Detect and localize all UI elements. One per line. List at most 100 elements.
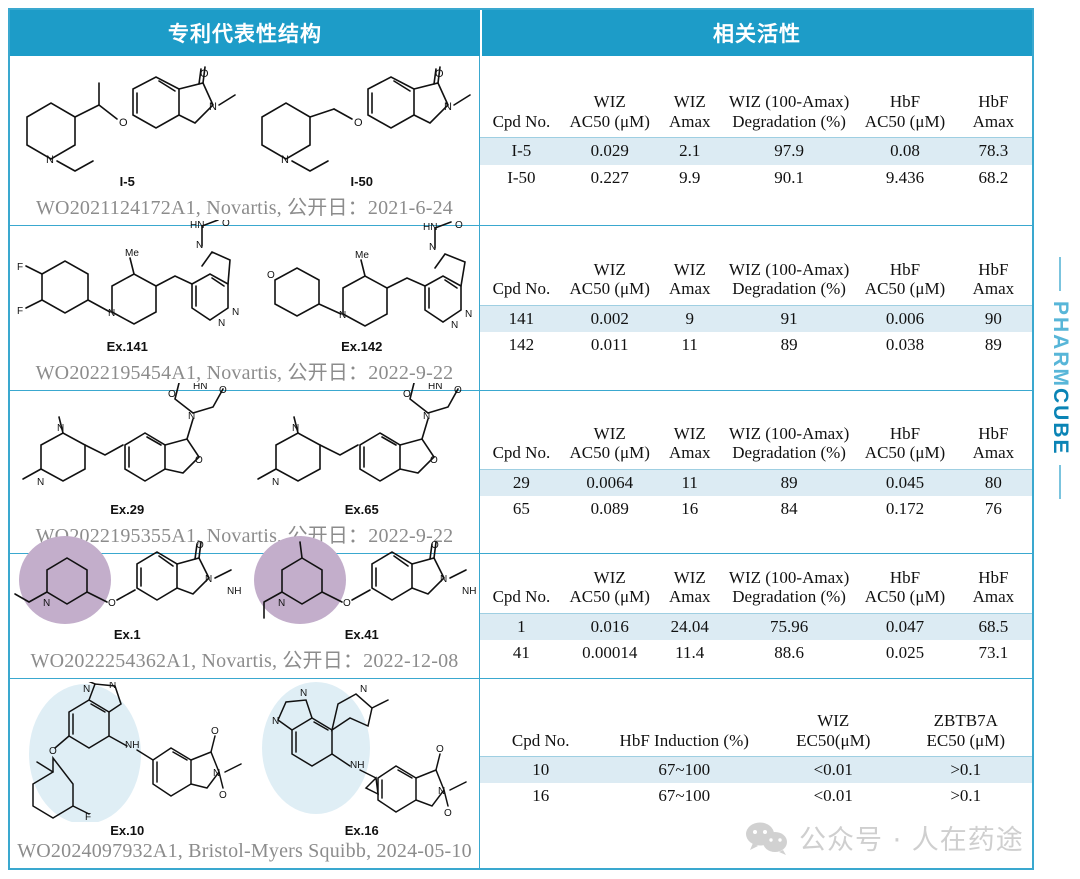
chem-structure-ex-41: N O N O NH [253, 536, 476, 624]
structure-item: N N O N O O HN Ex.29 [13, 383, 241, 517]
chem-structure-ex-16: N N N NH N O O [261, 682, 467, 819]
svg-text:O: O [444, 808, 452, 819]
svg-text:N: N [438, 786, 445, 797]
chem-structure-ex-10: N N O F NH N O O [29, 682, 242, 822]
svg-text:N: N [218, 318, 225, 329]
structure-item: F F N Me N N N HN O Ex.141 [12, 220, 242, 354]
svg-text:NH: NH [125, 740, 139, 751]
cell-wiz-ac50: 0.00014 [582, 643, 638, 663]
svg-text:N: N [213, 768, 220, 779]
cell-degradation: 90.1 [774, 167, 804, 187]
col-hbf-ac50: HbF AC50 (μM) [855, 421, 955, 470]
structure-label: Ex.41 [344, 627, 379, 642]
activity-data-row: I-5 0.029 2.1 97.9 0.08 78.3 [480, 137, 1032, 165]
col-hbf-amax: HbF Amax [954, 257, 1032, 306]
cell-degradation: 97.9 [722, 137, 856, 165]
col-cpd: Cpd No. [480, 421, 563, 470]
svg-text:O: O [354, 117, 363, 129]
table-row: N O N O I-5 [10, 56, 1032, 226]
activity-table-head: Cpd No. WIZ AC50 (μM) WIZ Amax WIZ (100-Am… [480, 90, 1032, 139]
col-degradation: WIZ (100-Amax) Degradation (%) [722, 421, 856, 470]
svg-text:N: N [272, 716, 279, 727]
cell-degradation: 84 [780, 499, 798, 519]
col-cpd: Cpd No. [480, 257, 563, 306]
structure-label: Ex.29 [110, 502, 145, 517]
svg-text:O: O [435, 68, 444, 80]
table-row: F F N Me N N N HN O Ex.141 [10, 220, 1032, 391]
chem-structure-ex-1: N O N O NH [14, 536, 241, 624]
structure-item: O N Me N N N HN O Ex.142 [247, 220, 477, 354]
brand-dash-bottom [1059, 465, 1061, 500]
activity-table-head: Cpd No. WIZ AC50 (μM) WIZ Amax WIZ (100-Am… [480, 421, 1032, 470]
activity-data-row: 41 0.00014 11.4 88.6 0.025 73.1 [480, 640, 1032, 666]
activity-table: Cpd No. WIZ AC50 (μM) WIZ Amax WIZ (100-Am… [480, 421, 1032, 523]
chem-structure-ex-141: F F N Me N N N HN O [17, 220, 239, 329]
svg-text:NH: NH [227, 586, 241, 597]
svg-text:N: N [232, 307, 239, 318]
cell-wiz-amax: 11 [656, 469, 723, 497]
svg-text:O: O [455, 220, 463, 231]
structure-item: N O N O NH Ex.1 [13, 534, 241, 642]
cell-hbf-ac50: 0.025 [885, 643, 925, 663]
cell-degradation: 89 [780, 335, 798, 355]
table-frame: 专利代表性结构 相关活性 [8, 8, 1034, 870]
structure-pair: N O N O NH Ex.1 [10, 534, 479, 642]
chem-structure-i-5: N O N O [26, 66, 237, 172]
col-hbf-amax: HbF Amax [954, 421, 1032, 470]
activity-data-row: 65 0.089 16 84 0.172 76 [480, 496, 1032, 522]
col-wiz-amax: WIZ Amax [656, 565, 723, 614]
col-wiz-amax: WIZ Amax [656, 257, 723, 306]
cell-hbf-amax: 89 [984, 335, 1002, 355]
col-degradation: WIZ (100-Amax) Degradation (%) [722, 257, 856, 306]
structure-item: N O N O I-50 [248, 65, 476, 189]
structure-pair: F F N Me N N N HN O Ex.141 [10, 220, 479, 354]
cell-hbf-ac50: 0.172 [885, 499, 925, 519]
structure-cell: N O N O NH Ex.1 [10, 536, 480, 678]
activity-table-cell: Cpd No. WIZ AC50 (μM) WIZ Amax WIZ (100-Am… [480, 391, 1032, 553]
svg-text:NH: NH [350, 760, 364, 771]
svg-text:O: O [119, 117, 128, 129]
activity-table-cell: Cpd No. WIZ AC50 (μM) WIZ Amax WIZ (100-Am… [480, 554, 1032, 678]
patent-caption: WO2022254362A1, Novartis, 公开日：2022-12-08 [30, 650, 459, 672]
cell-wiz-ec50: <0.01 [813, 786, 853, 806]
brand-rail: PHARMCUBE [1040, 228, 1080, 528]
cell-wiz-ac50: 0.011 [590, 335, 629, 355]
svg-text:N: N [465, 309, 472, 320]
svg-text:O: O [108, 598, 116, 609]
svg-text:NH: NH [462, 586, 476, 597]
chem-structure-ex-29: N N O N O O HN [22, 383, 227, 488]
svg-text:O: O [195, 455, 203, 466]
cell-cpd: 141 [480, 305, 563, 333]
cell-wiz-amax: 24.04 [656, 613, 723, 641]
cell-zbtb7a-ec50: >0.1 [899, 756, 1032, 784]
activity-data-row: 141 0.002 9 91 0.006 90 [480, 305, 1032, 333]
svg-text:N: N [451, 320, 458, 331]
svg-text:Me: Me [355, 250, 369, 261]
highlight-blob [253, 536, 346, 624]
col-wiz-ac50: WIZ AC50 (μM) [562, 257, 657, 306]
structure-item: N O N O I-5 [13, 65, 241, 189]
cell-degradation: 88.6 [774, 643, 804, 663]
cell-cpd: 65 [512, 499, 530, 519]
cell-wiz-ac50: 0.089 [590, 499, 629, 519]
svg-text:O: O [196, 540, 204, 551]
activity-table: Cpd No. HbF Induction (%) WIZ EC50(μM) ZB… [480, 709, 1032, 810]
cell-wiz-ac50: 0.002 [562, 305, 657, 333]
cell-wiz-amax: 16 [681, 499, 699, 519]
svg-text:N: N [440, 574, 447, 585]
activity-data-row: 29 0.0064 11 89 0.045 80 [480, 469, 1032, 497]
svg-text:N: N [360, 684, 367, 695]
table-header: 专利代表性结构 相关活性 [10, 10, 1032, 56]
svg-text:N: N [57, 423, 64, 434]
col-hbf-ac50: HbF AC50 (μM) [855, 565, 955, 614]
patent-caption: WO2022195454A1, Novartis, 公开日：2022-9-22 [35, 362, 454, 384]
svg-text:N: N [272, 477, 279, 488]
structure-label: Ex.10 [110, 823, 145, 838]
cell-degradation: 91 [722, 305, 856, 333]
svg-text:O: O [343, 598, 351, 609]
chem-structure-ex-142: O N Me N N N HN O [267, 220, 472, 331]
cell-hbf-ac50: 0.038 [885, 335, 925, 355]
chem-structure-i-50: N O N O [260, 66, 471, 172]
structure-label: I-5 [119, 174, 135, 189]
highlight-blob [19, 536, 112, 624]
